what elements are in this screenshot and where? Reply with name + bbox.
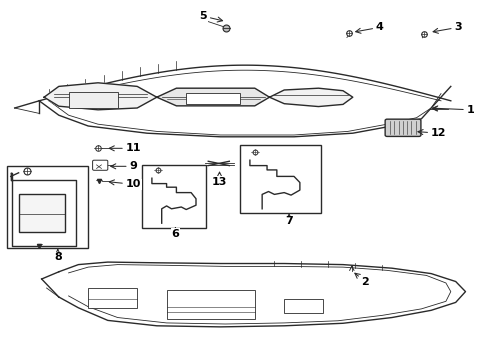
Bar (167, 290, 255, 319)
Bar (186, 93, 240, 104)
Bar (142, 165, 206, 228)
Text: 9: 9 (111, 161, 137, 171)
Bar (19, 194, 65, 232)
Text: 1: 1 (433, 105, 474, 115)
FancyBboxPatch shape (385, 119, 421, 136)
Text: 11: 11 (109, 143, 141, 153)
Bar (7, 166, 88, 248)
Text: 4: 4 (356, 22, 384, 33)
Text: 6: 6 (172, 228, 179, 239)
Bar (240, 145, 321, 213)
Polygon shape (270, 88, 353, 107)
Text: 8: 8 (54, 249, 62, 262)
Bar (69, 92, 118, 108)
Polygon shape (157, 88, 270, 106)
Text: 2: 2 (355, 273, 369, 287)
Text: 3: 3 (433, 22, 462, 33)
Polygon shape (44, 83, 157, 110)
FancyBboxPatch shape (93, 160, 108, 170)
Text: 5: 5 (199, 11, 222, 22)
Text: 10: 10 (109, 179, 141, 189)
Text: 13: 13 (212, 172, 227, 187)
Text: 12: 12 (418, 128, 446, 138)
Bar (88, 288, 137, 308)
Text: 7: 7 (285, 214, 293, 226)
Bar (284, 299, 323, 313)
